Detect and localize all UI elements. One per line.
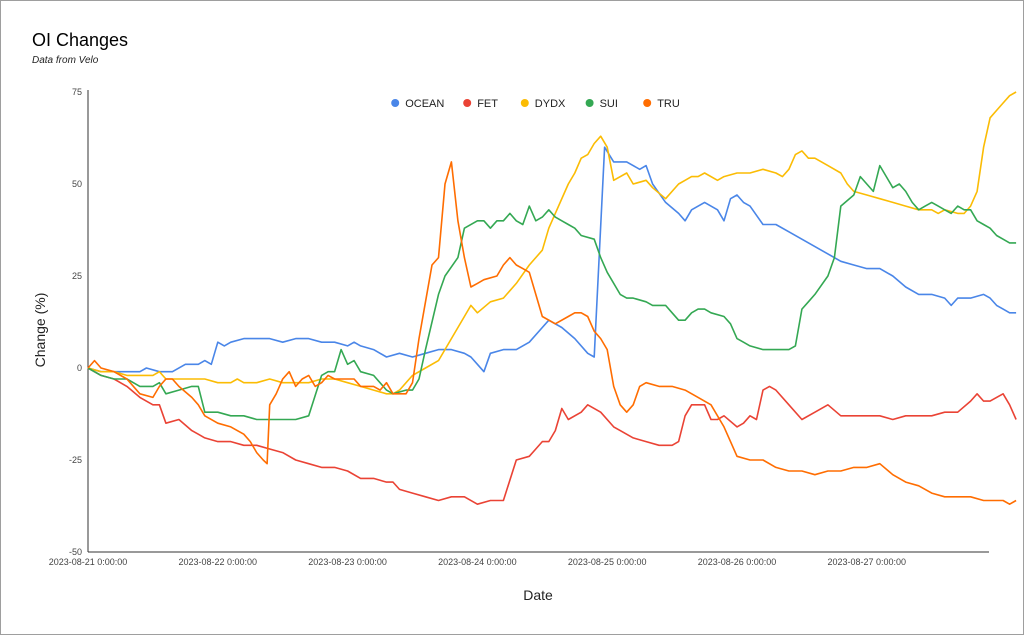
series-line-sui — [87, 164, 1017, 421]
series-line-fet — [87, 367, 1017, 505]
legend-label-tru: TRU — [657, 98, 680, 110]
legend-label-fet: FET — [477, 98, 498, 110]
x-tick-label: 2023-08-22 0:00:00 — [179, 557, 258, 567]
y-tick-label: -50 — [69, 547, 82, 557]
legend-marker-ocean — [391, 99, 400, 107]
legend-label-sui: SUI — [600, 98, 618, 110]
legend-marker-fet — [463, 99, 472, 107]
legend-label-ocean: OCEAN — [405, 98, 444, 110]
series-line-tru — [87, 161, 1017, 505]
x-tick-label: 2023-08-21 0:00:00 — [49, 557, 128, 567]
chart-title: OI Changes — [32, 30, 129, 50]
legend: OCEAN FET DYDX SUI TRU — [391, 98, 680, 110]
legend-label-dydx: DYDX — [535, 98, 566, 110]
x-tick-label: 2023-08-25 0:00:00 — [568, 557, 647, 567]
y-tick-label: 50 — [72, 179, 82, 189]
y-tick-label: 25 — [72, 271, 82, 281]
y-tick-label: 75 — [72, 87, 82, 97]
legend-marker-sui — [585, 99, 594, 107]
x-tick-label: 2023-08-27 0:00:00 — [828, 557, 907, 567]
y-tick-label: -25 — [69, 455, 82, 465]
series-lines — [87, 91, 1017, 505]
y-tick-label: 0 — [77, 363, 82, 373]
x-tick-label: 2023-08-26 0:00:00 — [698, 557, 777, 567]
legend-marker-dydx — [520, 99, 529, 107]
y-axis-title: Change (%) — [32, 293, 48, 368]
series-line-ocean — [87, 146, 1017, 373]
x-tick-label: 2023-08-23 0:00:00 — [308, 557, 387, 567]
series-line-dydx — [87, 91, 1017, 395]
chart-subtitle: Data from Velo — [32, 55, 99, 66]
x-tick-label: 2023-08-24 0:00:00 — [438, 557, 517, 567]
legend-marker-tru — [643, 99, 652, 107]
x-axis-title: Date — [523, 587, 553, 603]
